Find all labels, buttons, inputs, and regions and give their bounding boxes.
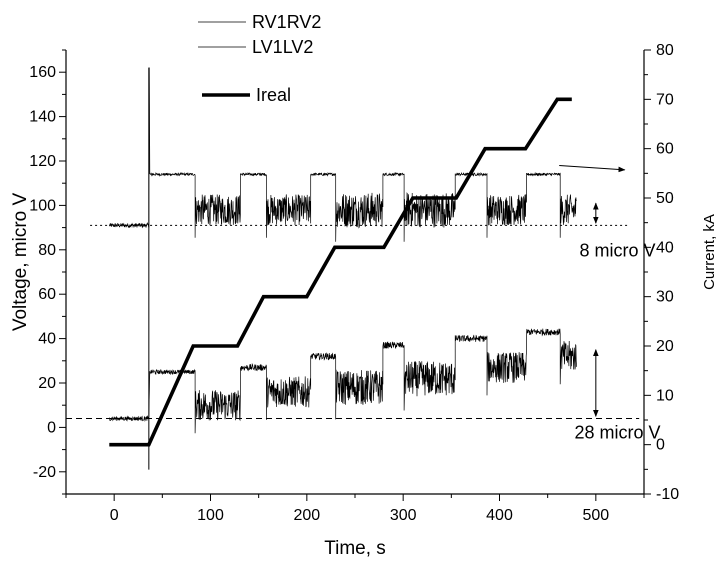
- y-right-tick-label: 80: [656, 42, 674, 59]
- y-right-tick-label: -10: [656, 486, 679, 503]
- y-left-tick-label: 80: [38, 242, 56, 259]
- annotation-label-2: 28 micro V: [575, 423, 661, 443]
- x-tick-label: 400: [486, 507, 513, 524]
- annotations: 8 micro V 28 micro V: [559, 164, 661, 443]
- y-axis-label-right: Current, kA: [701, 214, 718, 290]
- y-left-tick-label: 140: [29, 109, 56, 126]
- x-tick-label: 100: [197, 507, 224, 524]
- series-line-ireal: [109, 97, 572, 447]
- y-left-tick-label: 160: [29, 64, 56, 81]
- y-left-tick-label: 0: [47, 419, 56, 436]
- x-tick-label: 200: [293, 507, 320, 524]
- y-axis-label-left: Voltage, micro V: [10, 193, 31, 332]
- y-left-tick-label: 40: [38, 331, 56, 348]
- y-left-tick-label: -20: [33, 464, 56, 481]
- y-right-tick-label: 40: [656, 239, 674, 256]
- y-right-tick-label: 20: [656, 338, 674, 355]
- legend-label-lv1lv2: LV1LV2: [252, 37, 313, 57]
- x-tick-label: 300: [390, 507, 417, 524]
- series-line-rv1rv2: [108, 67, 577, 242]
- y-left-tick-label: 60: [38, 286, 56, 303]
- legend-label-ireal: Ireal: [256, 85, 291, 105]
- axes: 0 100 200 300 400 500-20020406080100120140160…: [29, 42, 679, 524]
- x-axis-label: Time, s: [324, 538, 386, 559]
- y-left-tick-label: 100: [29, 197, 56, 214]
- plot-marks: [66, 67, 640, 470]
- x-tick-label: 500: [582, 507, 609, 524]
- legend-label-rv1rv2: RV1RV2: [252, 12, 321, 32]
- series-line-lv1lv2: [108, 328, 577, 434]
- x-tick-label: 0: [110, 507, 119, 524]
- y-right-tick-label: 50: [656, 190, 674, 207]
- y-right-tick-label: 60: [656, 141, 674, 158]
- legend: RV1RV2 LV1LV2 Ireal: [198, 12, 321, 105]
- y-left-tick-label: 120: [29, 153, 56, 170]
- y-right-tick-label: 10: [656, 387, 674, 404]
- annotation-arrow-1: [559, 164, 626, 173]
- annotation-label-1: 8 micro V: [580, 240, 656, 260]
- y-right-tick-label: 30: [656, 289, 674, 306]
- y-left-tick-label: 20: [38, 375, 56, 392]
- y-right-tick-label: 70: [656, 91, 674, 108]
- y-right-tick-label: 0: [656, 437, 665, 454]
